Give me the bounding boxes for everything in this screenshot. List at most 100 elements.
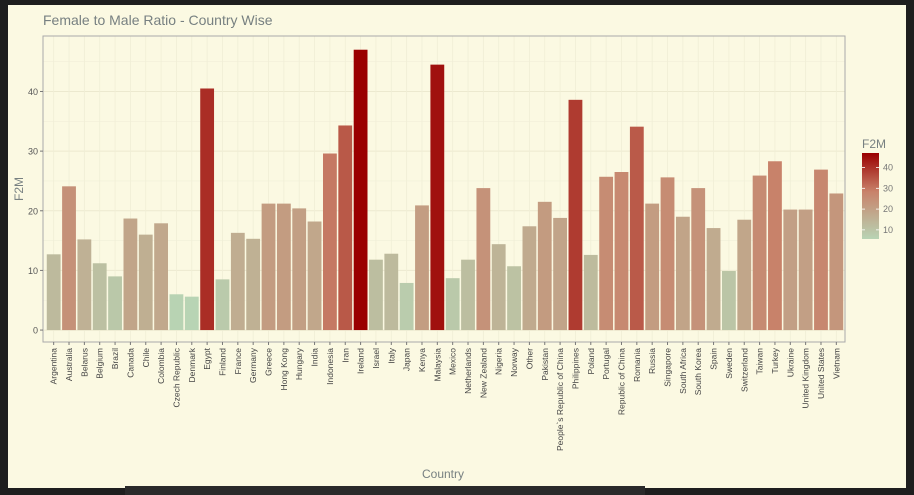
x-tick-label: Hong Kong bbox=[279, 348, 289, 391]
x-tick-label: Romania bbox=[632, 348, 642, 382]
y-axis: 0 10 20 30 40 bbox=[28, 87, 43, 336]
bar-spain bbox=[706, 228, 721, 331]
x-tick-label: Republic of China bbox=[616, 348, 626, 415]
bar-egypt bbox=[200, 88, 215, 331]
x-tick-label: Indonesia bbox=[325, 348, 335, 385]
y-tick-label: 40 bbox=[28, 87, 38, 97]
bar-argentina bbox=[46, 254, 61, 331]
bar-australia bbox=[62, 186, 76, 331]
bar-sweden bbox=[721, 271, 736, 331]
x-tick-label: Denmark bbox=[187, 347, 197, 382]
bar-people-s-republic-of-china bbox=[553, 217, 568, 331]
x-axis-label: Country bbox=[422, 467, 464, 481]
x-tick-label: United States bbox=[816, 348, 826, 399]
legend-title: F2M bbox=[862, 137, 886, 151]
bar-south-korea bbox=[691, 188, 706, 331]
bar-denmark bbox=[184, 296, 199, 331]
x-tick-label: Netherlands bbox=[463, 348, 473, 394]
bar-poland bbox=[583, 254, 598, 331]
x-tick-label: Sweden bbox=[724, 348, 734, 379]
x-tick-label: South Korea bbox=[693, 348, 703, 396]
bar-netherlands bbox=[461, 259, 475, 331]
bar-switzerland bbox=[737, 219, 752, 331]
bar-brazil bbox=[108, 276, 122, 331]
x-tick-label: Ireland bbox=[356, 348, 366, 374]
x-tick-label: Norway bbox=[509, 347, 519, 377]
x-tick-label: India bbox=[310, 348, 320, 367]
bar-japan bbox=[399, 282, 414, 331]
x-tick-label: Russia bbox=[647, 348, 657, 374]
bar-turkey bbox=[768, 161, 782, 331]
bar-russia bbox=[645, 203, 660, 331]
bar-finland bbox=[215, 279, 230, 331]
bar-indonesia bbox=[322, 153, 337, 331]
legend-tick-label: 40 bbox=[883, 163, 893, 173]
y-tick-label: 20 bbox=[28, 206, 38, 216]
x-tick-label: Czech Republic bbox=[171, 347, 181, 407]
y-tick-label: 30 bbox=[28, 147, 38, 157]
bar-kenya bbox=[415, 205, 429, 331]
x-tick-label: Canada bbox=[125, 348, 135, 378]
bar-chile bbox=[138, 234, 153, 331]
legend-tick-label: 30 bbox=[883, 183, 893, 193]
bar-vietnam bbox=[829, 193, 844, 331]
x-tick-label: New Zealand bbox=[478, 348, 488, 398]
bar-nigeria bbox=[491, 244, 506, 331]
x-tick-label: Italy bbox=[386, 347, 396, 363]
bar-hungary bbox=[292, 208, 307, 331]
bar-belarus bbox=[77, 239, 92, 331]
x-tick-label: Australia bbox=[64, 348, 74, 381]
bar-malaysia bbox=[430, 64, 445, 331]
bar-pakistan bbox=[537, 201, 552, 331]
x-tick-label: Iran bbox=[340, 348, 350, 363]
x-tick-label: Switzerland bbox=[739, 348, 749, 392]
bar-mexico bbox=[445, 278, 460, 331]
x-tick-label: Philippines bbox=[570, 348, 580, 389]
bar-germany bbox=[246, 238, 261, 331]
bar-new-zealand bbox=[476, 188, 491, 331]
bar-portugal bbox=[599, 176, 614, 331]
x-tick-label: Chile bbox=[141, 348, 151, 368]
x-tick-label: Vietnam bbox=[831, 348, 841, 379]
bar-belgium bbox=[92, 263, 107, 331]
bar-canada bbox=[123, 218, 138, 331]
x-tick-label: Mexico bbox=[448, 348, 458, 375]
bar-republic-of-china bbox=[614, 172, 629, 331]
y-tick-label: 0 bbox=[33, 326, 38, 336]
legend-tick-label: 20 bbox=[883, 204, 893, 214]
x-axis: Argentina Australia Belarus Belgium Brazil Ca… bbox=[49, 342, 841, 451]
bar-colombia bbox=[154, 223, 169, 331]
y-axis-label: F2M bbox=[12, 177, 26, 201]
x-tick-label: Argentina bbox=[49, 348, 59, 385]
bar-israel bbox=[369, 259, 383, 331]
plot-border bbox=[42, 35, 846, 343]
bar-iran bbox=[338, 125, 353, 331]
bar-other bbox=[522, 226, 537, 331]
x-tick-label: Pakistan bbox=[540, 348, 550, 381]
bar-philippines bbox=[568, 99, 583, 331]
x-tick-label: United Kingdom bbox=[801, 348, 811, 408]
x-tick-label: Colombia bbox=[156, 348, 166, 384]
x-tick-label: Spain bbox=[709, 348, 719, 370]
x-tick-label: Israel bbox=[371, 348, 381, 369]
bar-singapore bbox=[660, 177, 675, 331]
x-tick-label: Belgium bbox=[95, 348, 105, 379]
x-tick-label: Portugal bbox=[601, 348, 611, 380]
bar-norway bbox=[507, 266, 521, 331]
x-tick-label: Germany bbox=[248, 347, 258, 383]
x-tick-label: Japan bbox=[402, 348, 412, 371]
bars-group bbox=[46, 49, 844, 331]
x-tick-label: France bbox=[233, 348, 243, 375]
bar-romania bbox=[629, 126, 644, 331]
x-tick-label: Belarus bbox=[79, 348, 89, 377]
bar-ukraine bbox=[783, 209, 798, 331]
color-legend: F2M 10 20 30 40 bbox=[862, 137, 893, 239]
x-tick-label: Turkey bbox=[770, 347, 780, 373]
bar-greece bbox=[261, 203, 276, 331]
chart-title: Female to Male Ratio - Country Wise bbox=[43, 12, 273, 28]
y-tick-label: 10 bbox=[28, 266, 38, 276]
bar-hong-kong bbox=[276, 203, 291, 331]
bar-south-africa bbox=[675, 216, 690, 331]
bar-france bbox=[230, 232, 245, 331]
